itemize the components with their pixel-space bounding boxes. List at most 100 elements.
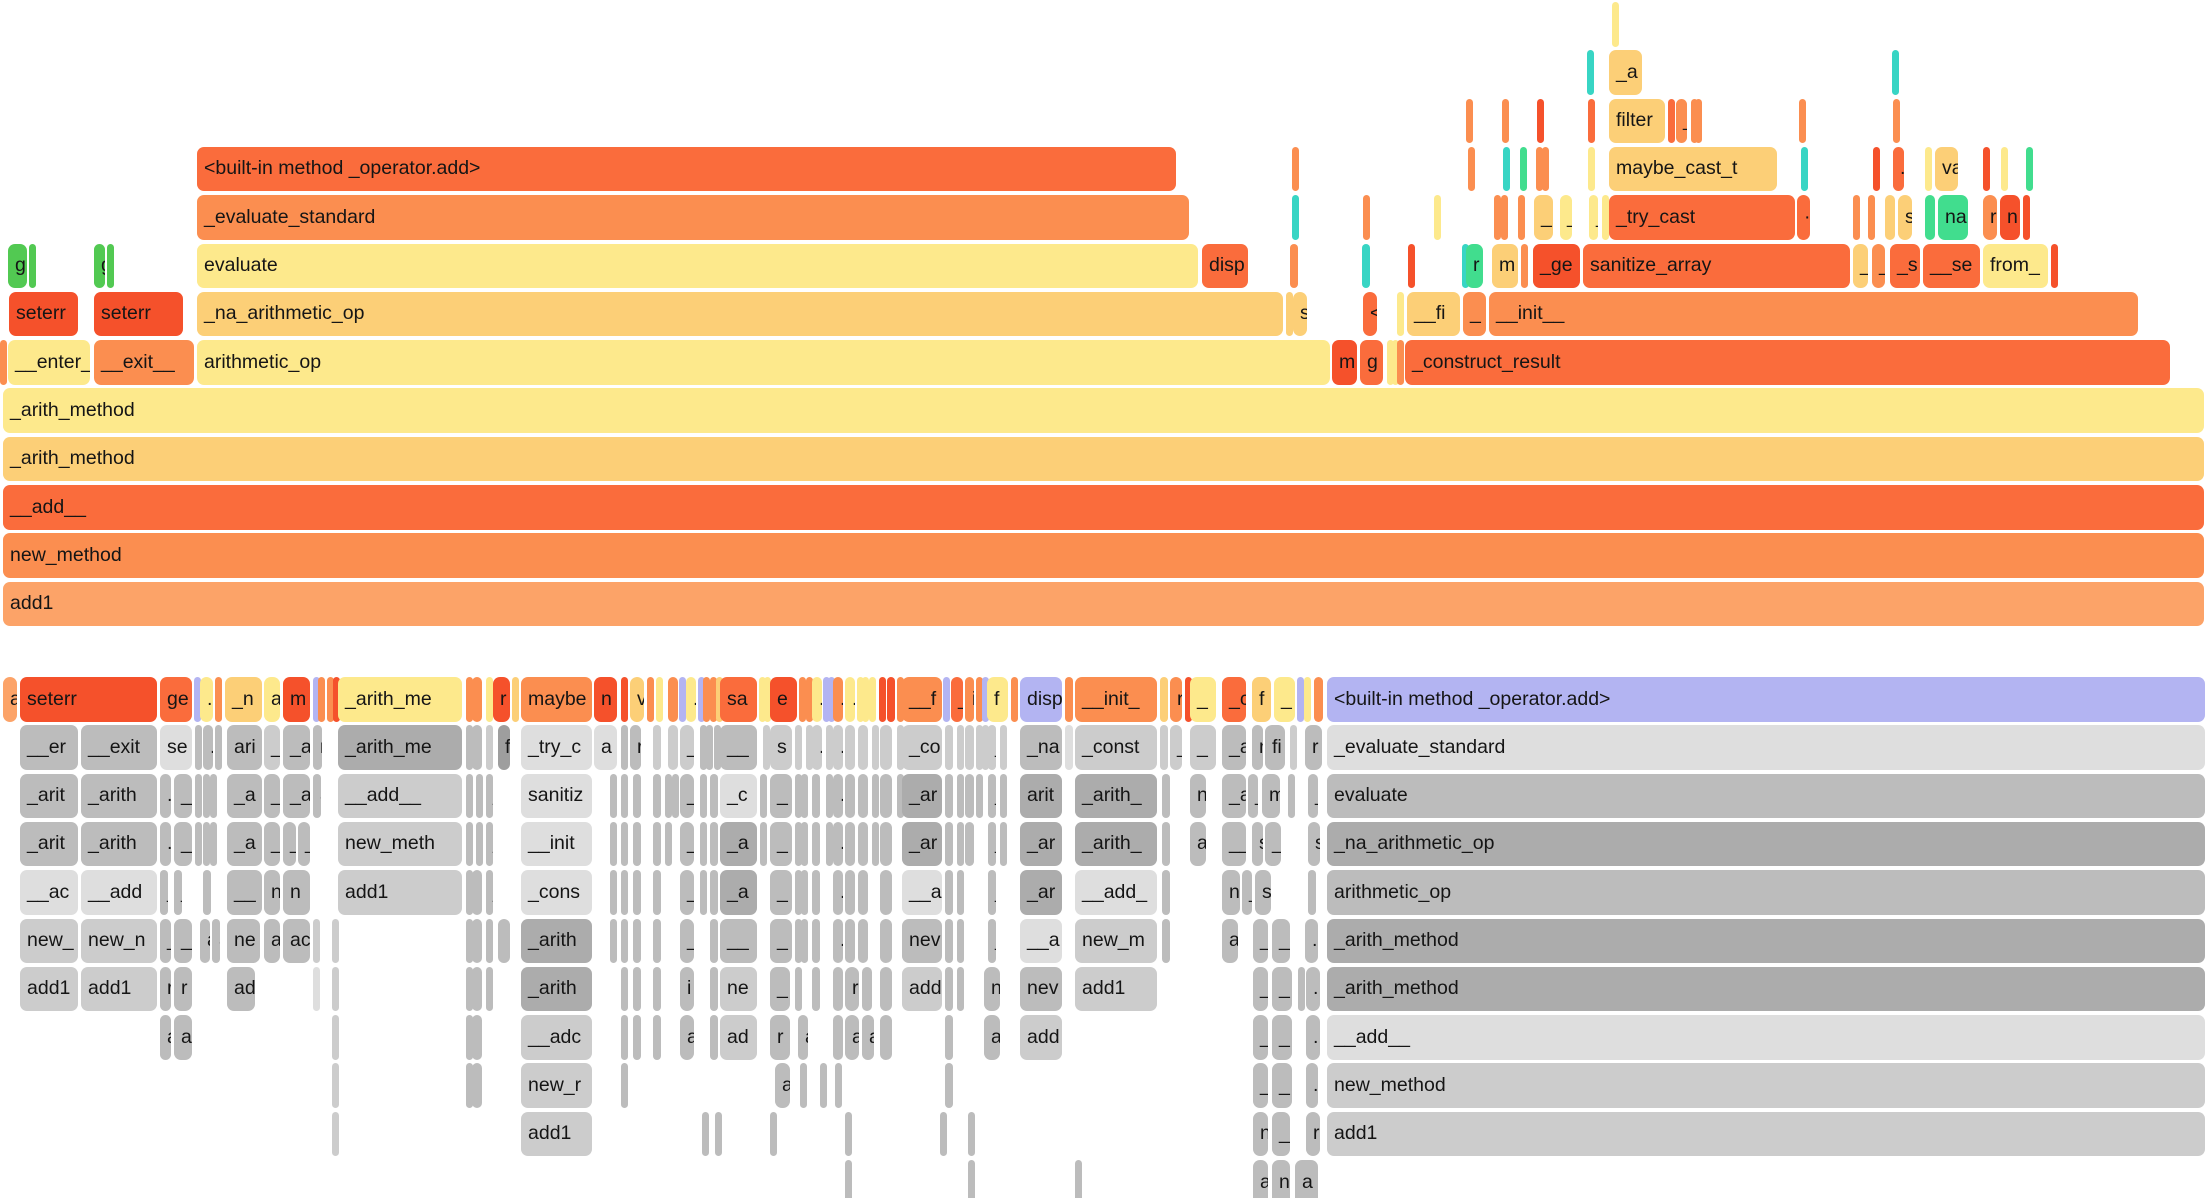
frame-arithmetic_op[interactable]: arithmetic_op (197, 340, 1330, 385)
frame-sliver[interactable] (957, 725, 964, 770)
frame-a[interactable]: a (264, 918, 280, 963)
frame-sliver[interactable] (1011, 677, 1018, 722)
frame-sliver[interactable] (943, 677, 950, 722)
frame-maybe_cast_t[interactable]: maybe_cast_t (1609, 146, 1777, 192)
frame-_[interactable]: _ (264, 773, 280, 819)
frame-sa[interactable]: sa (720, 677, 757, 722)
frame-n[interactable]: n (283, 870, 310, 915)
frame-a[interactable]: a (212, 918, 220, 963)
frame-sliver[interactable] (466, 773, 473, 819)
frame-seterr[interactable]: seterr (20, 677, 157, 722)
frame-[interactable]: . (845, 677, 855, 722)
frame-_ar[interactable]: _ar (902, 773, 942, 819)
frame-_[interactable]: _ (1272, 1111, 1290, 1157)
frame-__[interactable]: __ (720, 725, 757, 770)
frame-__init__[interactable]: __init__ (1489, 291, 2138, 337)
frame-[interactable]: . (200, 677, 213, 722)
frame-add[interactable]: add (902, 966, 942, 1012)
frame-[interactable]: . (1306, 1063, 1318, 1108)
frame-sliver[interactable] (195, 821, 202, 867)
frame-[interactable]: . (1160, 725, 1168, 770)
frame-_[interactable]: _ (1253, 918, 1268, 963)
frame-[interactable]: . (1306, 1015, 1320, 1060)
frame-_[interactable]: _ (1272, 918, 1290, 963)
frame-_a[interactable]: _a (1222, 725, 1246, 770)
frame-arithmetic_op[interactable]: arithmetic_op (1327, 870, 2205, 915)
frame-g[interactable]: g (1360, 340, 1383, 385)
frame-new_method[interactable]: new_method (3, 533, 2204, 578)
frame-a[interactable]: a (984, 1015, 1000, 1060)
frame-n[interactable]: n (594, 677, 617, 722)
frame-sliver[interactable] (880, 918, 892, 963)
frame-__adc[interactable]: __adc (521, 1015, 592, 1060)
frame-_[interactable]: _ (951, 677, 963, 722)
frame-sliver[interactable] (872, 821, 879, 867)
frame-a[interactable]: a (200, 918, 210, 963)
frame-_arith[interactable]: _arith (81, 821, 157, 867)
frame-sliver[interactable] (1612, 2, 1619, 47)
frame-_[interactable]: _ (283, 821, 296, 867)
frame-f[interactable]: f (987, 677, 1008, 722)
frame-sanitize_array[interactable]: sanitize_array (1583, 243, 1850, 288)
frame-_n[interactable]: _n (225, 677, 262, 722)
frame-__er[interactable]: __er (20, 725, 78, 770)
frame-sliver[interactable] (668, 677, 678, 722)
frame-sliver[interactable] (1000, 725, 1007, 770)
frame-_a[interactable]: _a (283, 725, 310, 770)
frame-_evaluate_standard[interactable]: _evaluate_standard (1327, 725, 2205, 770)
frame-sliver[interactable] (716, 677, 723, 722)
frame-_[interactable]: _ (1676, 98, 1687, 144)
frame-_[interactable]: _ (174, 773, 192, 819)
frame-sliver[interactable] (333, 677, 340, 722)
frame-sliver[interactable] (621, 1063, 628, 1108)
frame-a[interactable]: a (3, 677, 17, 722)
frame-sliver[interactable] (858, 918, 868, 963)
frame-sliver[interactable] (668, 725, 678, 770)
frame-sliver[interactable] (621, 870, 628, 915)
frame-_[interactable]: _ (1248, 773, 1258, 819)
frame-sliver[interactable] (845, 918, 855, 963)
frame-sliver[interactable] (710, 677, 717, 722)
frame-a[interactable]: a (160, 1015, 171, 1060)
frame-_c[interactable]: _c (720, 773, 757, 819)
frame-sliver[interactable] (976, 773, 983, 819)
frame-sliver[interactable] (1363, 195, 1370, 240)
frame-sliver[interactable] (957, 821, 964, 867)
frame-g[interactable]: g (8, 243, 27, 288)
frame-sliver[interactable] (653, 773, 661, 819)
frame-sliver[interactable] (679, 677, 686, 722)
frame-new_m[interactable]: new_m (1075, 918, 1157, 963)
frame-sliver[interactable] (1065, 677, 1073, 722)
frame-sliver[interactable] (1297, 677, 1304, 722)
frame-sliver[interactable] (714, 725, 721, 770)
frame-_[interactable]: _ (988, 773, 996, 819)
frame-_[interactable]: _ (1253, 1063, 1268, 1108)
frame-sliver[interactable] (466, 1063, 473, 1108)
frame-[interactable]: . (833, 918, 843, 963)
frame-sliver[interactable] (968, 1111, 975, 1157)
frame-sliver[interactable] (318, 677, 325, 722)
frame-sliver[interactable] (1542, 146, 1549, 192)
frame-e[interactable]: e (770, 677, 797, 722)
frame-sliver[interactable] (621, 677, 628, 722)
frame-sliver[interactable] (897, 773, 904, 819)
frame-sliver[interactable] (653, 966, 661, 1012)
frame-sliver[interactable] (486, 966, 493, 1012)
frame-a[interactable]: a (1253, 1160, 1268, 1198)
frame-sliver[interactable] (845, 1111, 852, 1157)
frame-_cons[interactable]: _cons (521, 870, 592, 915)
frame-sliver[interactable] (107, 243, 114, 288)
frame-sliver[interactable] (833, 966, 843, 1012)
frame-_[interactable]: _ (770, 966, 790, 1012)
frame-sliver[interactable] (486, 677, 493, 722)
frame-r[interactable]: r (1305, 725, 1322, 770)
frame-_arith_me[interactable]: _arith_me (338, 725, 462, 770)
frame-a[interactable]: a (313, 773, 321, 819)
frame-__add__[interactable]: __add__ (338, 773, 462, 819)
frame-sliver[interactable] (897, 677, 904, 722)
frame-sliver[interactable] (647, 677, 654, 722)
frame-_a[interactable]: _a (720, 821, 757, 867)
frame-_ge[interactable]: _ge (1533, 243, 1580, 288)
frame-sliver[interactable] (823, 677, 830, 722)
frame-sliver[interactable] (1801, 146, 1808, 192)
